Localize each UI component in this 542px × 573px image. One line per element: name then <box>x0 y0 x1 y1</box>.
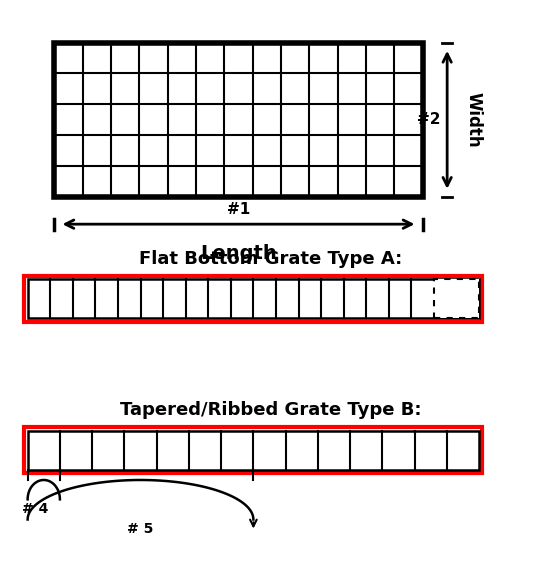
Text: #2: #2 <box>417 112 441 127</box>
Bar <box>24 276 482 321</box>
Bar <box>54 42 423 197</box>
Bar <box>28 279 479 319</box>
Text: # 4: # 4 <box>22 502 49 516</box>
Bar <box>434 279 479 319</box>
Bar <box>28 431 479 470</box>
Text: Tapered/Ribbed Grate Type B:: Tapered/Ribbed Grate Type B: <box>120 401 422 419</box>
Text: Length: Length <box>200 245 277 264</box>
Bar <box>24 427 482 473</box>
Text: Flat Bottom Grate Type A:: Flat Bottom Grate Type A: <box>139 249 403 268</box>
Text: # 5: # 5 <box>127 522 154 536</box>
Text: Width: Width <box>464 92 482 148</box>
Text: #3: #3 <box>438 292 457 305</box>
Text: #1: #1 <box>227 202 250 217</box>
